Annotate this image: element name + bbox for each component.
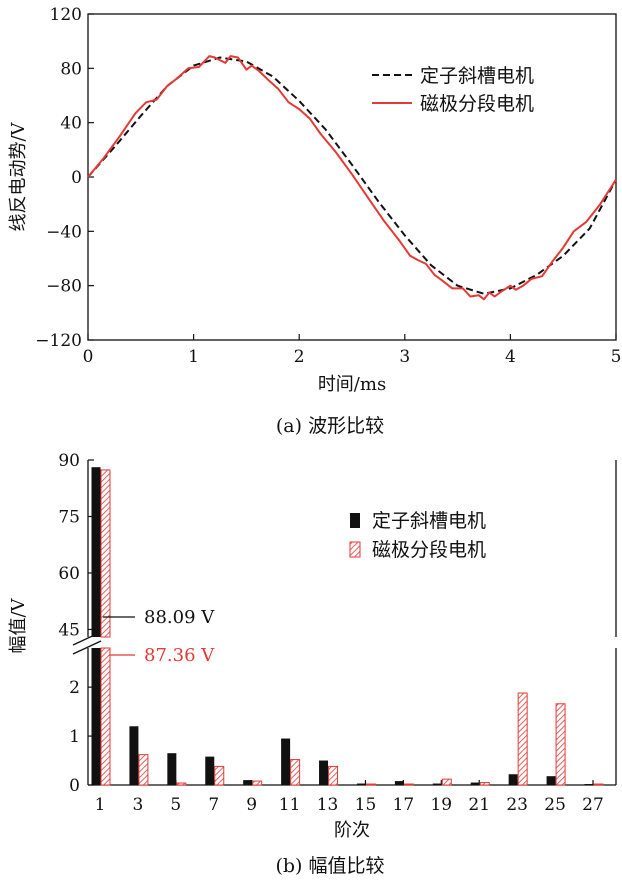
x-tick-label: 7 — [208, 795, 219, 815]
x-tick-label: 9 — [246, 795, 257, 815]
x-tick-label: 1 — [95, 795, 106, 815]
x-tick-label: 1 — [188, 347, 199, 367]
chart-b-ylabel: 幅值/V — [8, 597, 29, 653]
chart-a-caption: (a) 波形比较 — [276, 415, 384, 437]
bar-stator — [356, 783, 366, 785]
x-tick-label: 27 — [582, 795, 604, 815]
bar-stator — [584, 784, 594, 786]
chart-a-lines — [87, 55, 617, 301]
legend-b-stator-swatch — [350, 513, 360, 528]
legend-a-stator-label: 定子斜槽电机 — [420, 65, 534, 87]
x-tick-label: 21 — [468, 795, 490, 815]
y-tick-label: 120 — [50, 5, 82, 25]
bar-pole — [100, 647, 111, 786]
chart-b-caption: (b) 幅值比较 — [275, 855, 384, 877]
x-tick-label: 3 — [133, 795, 144, 815]
axis-break-mark — [72, 640, 102, 655]
chart-a-xlabel: 时间/ms — [318, 374, 386, 395]
chart-b-bars — [91, 467, 604, 786]
x-tick-label: 3 — [399, 347, 410, 367]
bar-pole — [517, 692, 528, 786]
bar-pole — [328, 765, 339, 786]
bar-stator — [319, 760, 329, 785]
bar-stator — [167, 753, 177, 785]
x-tick-label: 23 — [506, 795, 528, 815]
chart-a-legend: 定子斜槽电机 磁极分段电机 — [372, 65, 534, 115]
bar-stator-upper — [91, 467, 101, 637]
bar-pole — [593, 783, 604, 786]
bar-pole — [479, 782, 490, 786]
y-tick-label: 60 — [58, 564, 80, 584]
bar-stator — [281, 738, 291, 785]
series-pole-line — [87, 55, 617, 301]
x-tick-label: 15 — [355, 795, 377, 815]
bar-pole — [555, 703, 566, 786]
legend-b-stator-label: 定子斜槽电机 — [372, 510, 486, 532]
x-tick-label: 11 — [279, 795, 301, 815]
y-tick-label: 40 — [60, 114, 82, 134]
legend-a-pole-label: 磁极分段电机 — [420, 93, 534, 115]
y-tick-label: 90 — [58, 451, 80, 471]
x-tick-label: 25 — [544, 795, 566, 815]
bar-stator — [394, 781, 404, 785]
bar-stator — [470, 782, 480, 785]
legend-b-pole-label: 磁极分段电机 — [372, 539, 486, 561]
chart-b-xlabel: 阶次 — [334, 820, 370, 841]
x-tick-label: 13 — [317, 795, 339, 815]
bar-pole-upper — [100, 469, 111, 638]
bar-stator — [508, 774, 518, 785]
y-tick-label: 1 — [69, 727, 80, 747]
y-tick-label: 75 — [58, 507, 80, 527]
bar-stator — [205, 756, 215, 785]
bar-stator — [432, 783, 442, 785]
plot-a-frame — [87, 13, 617, 341]
x-tick-label: 4 — [505, 347, 516, 367]
x-tick-label: 5 — [611, 347, 622, 367]
bar-stator — [546, 776, 556, 785]
x-tick-label: 19 — [430, 795, 452, 815]
chart-b-legend: 定子斜槽电机 磁极分段电机 — [349, 510, 486, 561]
bar-pole — [138, 754, 149, 786]
chart-a: 0 1 2 3 4 5 120 80 40 0 −40 −80 −120 定子斜槽电机 磁极分段电机 时… — [8, 5, 621, 437]
y-tick-label: −120 — [35, 331, 82, 351]
bar-pole — [252, 780, 263, 786]
x-tick-label: 0 — [83, 347, 94, 367]
bar-pole — [214, 765, 225, 786]
y-tick-label: −40 — [46, 222, 82, 242]
x-tick-label: 17 — [393, 795, 415, 815]
y-tick-label: 0 — [69, 776, 80, 796]
bar-stator — [129, 726, 139, 785]
y-tick-label: 80 — [60, 59, 82, 79]
annotation-88: 88.09 V — [144, 607, 215, 628]
bar-pole — [290, 759, 301, 786]
bar-stator — [91, 648, 101, 785]
bar-pole — [365, 783, 376, 786]
y-tick-label: −80 — [46, 277, 82, 297]
bar-pole — [441, 778, 452, 786]
chart-a-ylabel: 线反电动势/V — [8, 121, 29, 231]
x-tick-label: 5 — [170, 795, 181, 815]
y-tick-label: 0 — [71, 168, 82, 188]
y-tick-label: 2 — [69, 678, 80, 698]
bar-stator — [243, 780, 253, 785]
bar-pole — [176, 782, 187, 786]
bar-pole — [403, 783, 414, 786]
legend-b-pole-swatch — [349, 541, 361, 558]
series-stator-line — [87, 56, 617, 295]
chart-a-ticks: 0 1 2 3 4 5 120 80 40 0 −40 −80 −120 — [35, 5, 621, 367]
annotation-87: 87.36 V — [144, 645, 215, 666]
x-tick-label: 2 — [294, 347, 305, 367]
y-tick-label: 45 — [58, 620, 80, 640]
